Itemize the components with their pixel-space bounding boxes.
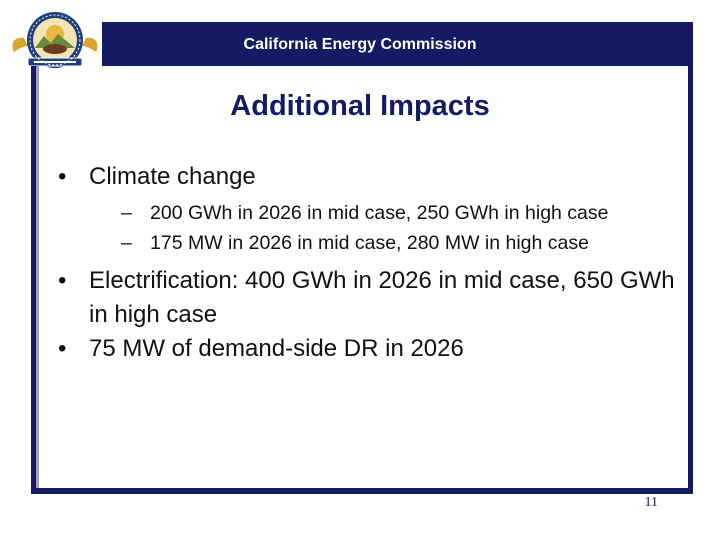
bullet-text: Climate change	[89, 163, 256, 190]
sub-bullet-list: – 200 GWh in 2026 in mid case, 250 GWh i…	[89, 198, 678, 258]
header-title: California Energy Commission	[243, 36, 477, 53]
content-frame	[31, 66, 693, 494]
bullet-item: • 75 MW of demand-side DR in 2026	[58, 332, 678, 366]
bullet-marker: •	[58, 163, 67, 190]
sub-bullet-item: – 175 MW in 2026 in mid case, 280 MW in …	[121, 228, 678, 258]
page-number: 11	[644, 495, 658, 510]
bullet-marker: •	[58, 335, 67, 362]
bullet-list: • Climate change – 200 GWh in 2026 in mi…	[58, 160, 678, 366]
sub-bullet-text: 200 GWh in 2026 in mid case, 250 GWh in …	[150, 202, 609, 224]
bullet-marker: •	[58, 267, 67, 294]
california-energy-commission-seal-icon	[8, 8, 102, 72]
header-bar	[102, 22, 693, 66]
bullet-text: 75 MW of demand-side DR in 2026	[89, 335, 464, 362]
bullet-text: Electrification: 400 GWh in 2026 in mid …	[89, 267, 675, 328]
frame-shadow-divider	[36, 66, 39, 488]
slide-title: Additional Impacts	[230, 90, 490, 122]
sub-bullet-item: – 200 GWh in 2026 in mid case, 250 GWh i…	[121, 198, 678, 228]
sub-bullet-text: 175 MW in 2026 in mid case, 280 MW in hi…	[150, 232, 589, 254]
bullet-item: • Climate change – 200 GWh in 2026 in mi…	[58, 160, 678, 258]
sub-bullet-marker: –	[121, 202, 132, 224]
bullet-item: • Electrification: 400 GWh in 2026 in mi…	[58, 264, 678, 332]
sub-bullet-marker: –	[121, 232, 132, 254]
